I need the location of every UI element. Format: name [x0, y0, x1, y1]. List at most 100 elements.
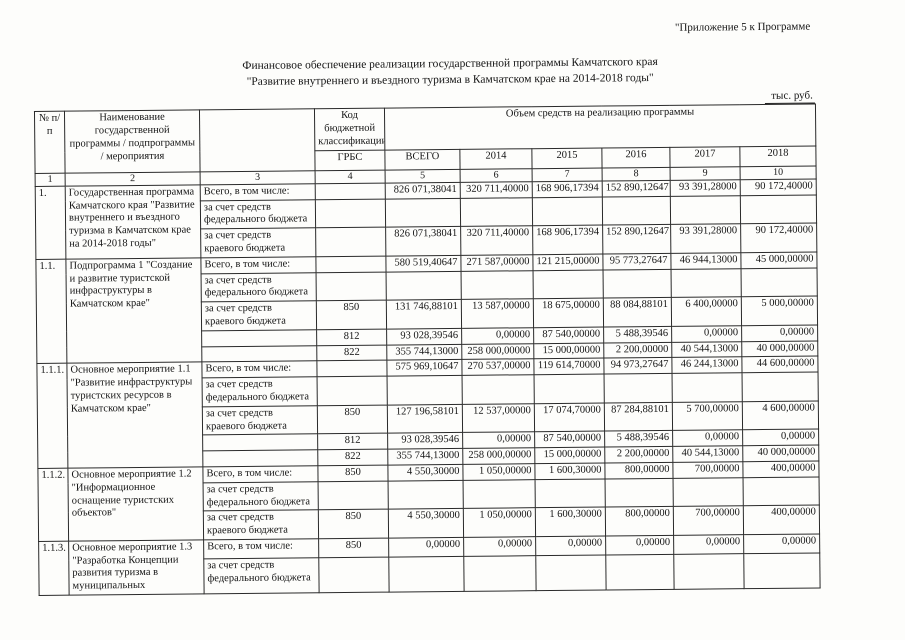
- value-cell: 800,00000: [605, 506, 674, 536]
- value-cell: 40 544,13000: [671, 341, 742, 358]
- value-cell: [532, 196, 603, 226]
- value-cell: [602, 195, 671, 226]
- funding-source-label: за счет средств федерального бюджета: [203, 481, 319, 512]
- col-header-2016: 2016: [601, 146, 671, 168]
- row-number: 1.1.3.: [38, 541, 70, 596]
- value-cell: [386, 270, 462, 301]
- value-cell: 700,00000: [673, 505, 744, 536]
- funding-source-label: за счет средств федерального бюджета: [200, 199, 316, 230]
- value-cell: 1 050,00000: [463, 507, 536, 538]
- value-cell: 18 675,00000: [533, 298, 604, 328]
- grbs-code: [315, 227, 386, 257]
- col-number: 8: [602, 166, 671, 181]
- grbs-code: 850: [317, 465, 389, 482]
- row-number: 1.1.2.: [37, 468, 69, 542]
- value-cell: 90 172,40000: [740, 178, 817, 196]
- value-cell: 0,00000: [388, 537, 464, 558]
- value-cell: 4 550,30000: [388, 508, 464, 538]
- value-cell: 93 028,39546: [386, 328, 462, 345]
- value-cell: 320 711,40000: [460, 181, 533, 198]
- col-header-2015: 2015: [531, 147, 603, 169]
- col-number: 7: [532, 167, 603, 182]
- value-cell: 13 587,00000: [461, 298, 534, 329]
- value-cell: 5 700,00000: [672, 401, 743, 431]
- program-name: Основное мероприятие 1.1 "Развитие инфра…: [66, 362, 203, 469]
- col-header-name: Наименование государственной программы /…: [64, 110, 201, 173]
- value-cell: 0,00000: [461, 327, 534, 344]
- value-cell: 44 600,00000: [741, 356, 819, 373]
- row-number: 1.: [35, 185, 66, 260]
- finance-table: № п/п Наименование государственной прогр…: [33, 103, 821, 597]
- col-number: 2: [65, 171, 201, 186]
- col-header-grbs: ГРБС: [314, 149, 386, 171]
- value-cell: [671, 268, 742, 298]
- value-cell: 0,00000: [605, 535, 674, 556]
- value-cell: [740, 194, 817, 224]
- funding-source-label: [201, 345, 317, 363]
- value-cell: 127 196,58101: [387, 404, 463, 434]
- grbs-code: [315, 255, 387, 273]
- value-cell: [462, 374, 535, 405]
- funding-source-label: Всего, в том числе:: [200, 183, 316, 201]
- grbs-code: [318, 557, 390, 593]
- value-cell: 400,00000: [743, 505, 820, 535]
- value-cell: [605, 554, 675, 591]
- appendix-note: "Приложение 5 к Программе: [674, 20, 811, 34]
- value-cell: [387, 375, 463, 405]
- funding-source-label: за счет средств федерального бюджета: [203, 557, 320, 594]
- value-cell: 93 391,28000: [670, 223, 741, 254]
- value-cell: 46 244,13000: [671, 357, 743, 374]
- value-cell: 168 906,17394: [532, 225, 603, 255]
- value-cell: [673, 553, 745, 590]
- value-cell: [670, 195, 741, 225]
- col-number: 10: [740, 165, 817, 180]
- grbs-code: 812: [316, 328, 387, 346]
- value-cell: 5 488,39546: [604, 430, 673, 448]
- value-cell: 0,00000: [741, 324, 818, 342]
- value-cell: 93 391,28000: [670, 179, 741, 196]
- grbs-code: 850: [317, 404, 388, 435]
- value-cell: [743, 476, 820, 506]
- value-cell: 40 544,13000: [672, 445, 743, 463]
- grbs-code: [317, 376, 388, 406]
- funding-source-label: Всего, в том числе:: [202, 465, 319, 483]
- value-cell: 152 890,12647: [602, 224, 671, 254]
- col-header-total: ВСЕГО: [384, 148, 461, 170]
- value-cell: 40 000,00000: [742, 445, 819, 462]
- value-cell: 270 537,00000: [461, 359, 535, 376]
- grbs-code: 850: [316, 300, 387, 330]
- col-header-2014: 2014: [459, 148, 533, 169]
- col-header-num: № п/п: [34, 111, 66, 174]
- value-cell: 94 973,27647: [603, 357, 673, 375]
- program-name: Государственная программа Камчатского кр…: [65, 184, 201, 259]
- value-cell: [388, 480, 464, 510]
- value-cell: 800,00000: [604, 462, 674, 479]
- value-cell: 95 773,27647: [602, 253, 672, 270]
- value-cell: 93 028,39546: [387, 432, 463, 450]
- value-cell: 131 746,88101: [386, 299, 462, 329]
- col-number: 5: [385, 168, 461, 183]
- value-cell: 90 172,40000: [740, 223, 817, 253]
- value-cell: 826 071,38041: [385, 182, 461, 199]
- value-cell: 119 614,70000: [533, 358, 605, 375]
- value-cell: 4 600,00000: [742, 400, 819, 431]
- col-number: 6: [460, 168, 533, 183]
- program-name: Основное мероприятие 1.2 "Информационное…: [67, 466, 204, 542]
- value-cell: 4 550,30000: [387, 464, 464, 481]
- value-cell: 580 519,40647: [385, 255, 462, 272]
- grbs-code: 850: [318, 537, 389, 558]
- value-cell: [460, 197, 533, 227]
- col-header-budget-class: Код бюджетной классификации: [314, 108, 385, 151]
- value-cell: 45 000,00000: [740, 251, 818, 269]
- row-number: 1.1.: [35, 258, 67, 364]
- value-cell: [535, 478, 606, 508]
- value-cell: 826 071,38041: [385, 226, 461, 256]
- grbs-code: [316, 271, 387, 301]
- grbs-code: 822: [316, 344, 387, 362]
- value-cell: 15 000,00000: [533, 342, 604, 360]
- value-cell: [672, 372, 743, 403]
- grbs-code: [315, 182, 386, 200]
- col-number: 3: [200, 170, 316, 185]
- value-cell: [388, 556, 465, 593]
